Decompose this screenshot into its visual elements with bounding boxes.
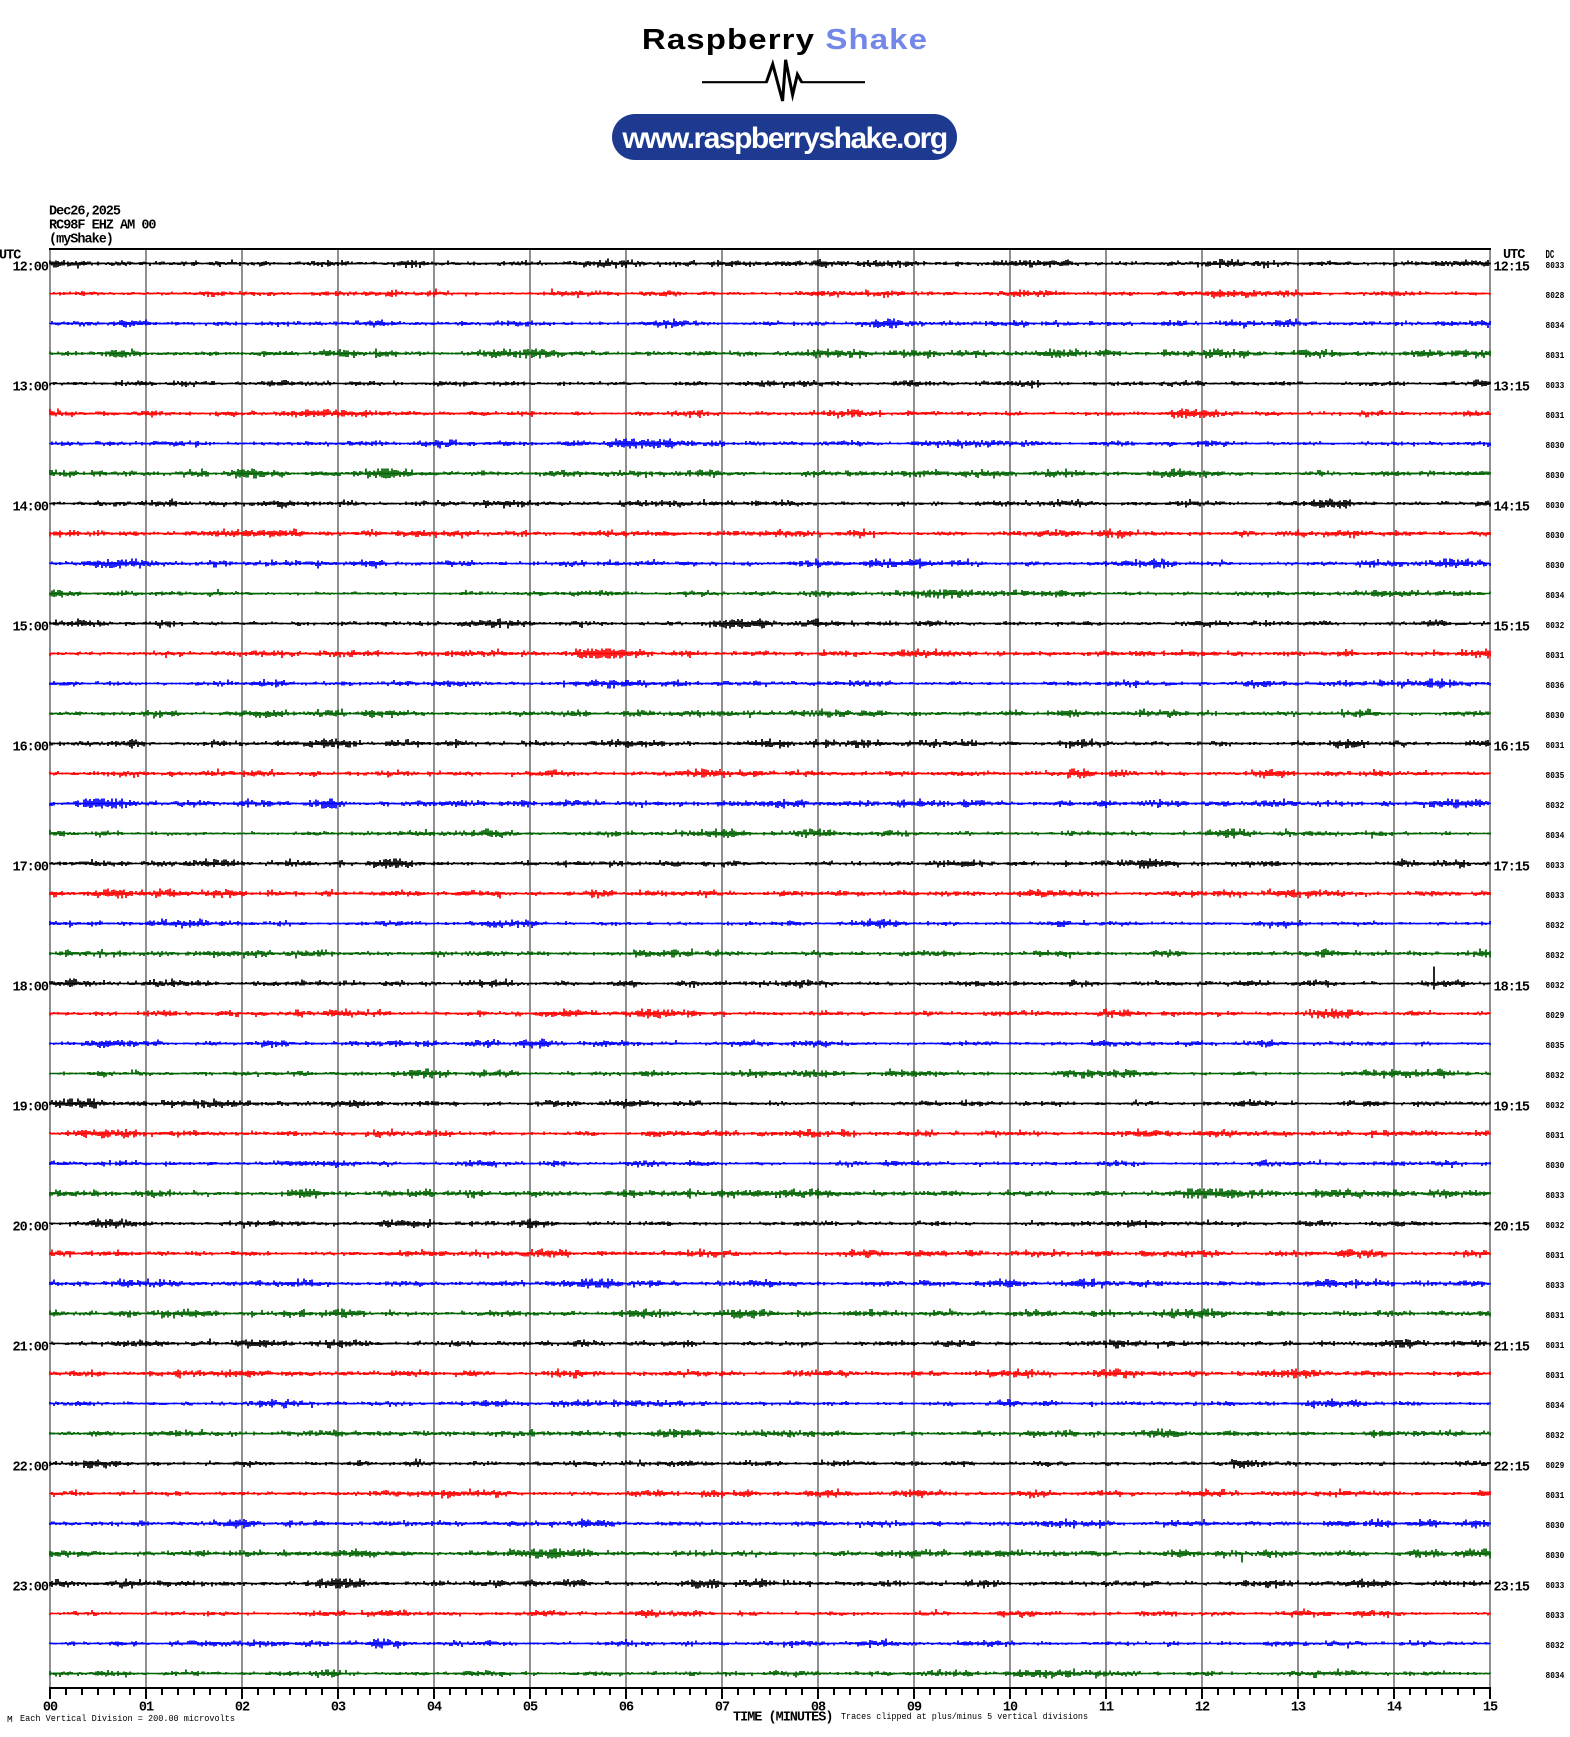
svg-text:13:15: 13:15 — [1494, 381, 1530, 396]
svg-text:15:15: 15:15 — [1494, 621, 1530, 636]
svg-text:00: 00 — [43, 1701, 58, 1716]
svg-text:20:15: 20:15 — [1494, 1221, 1530, 1236]
svg-text:8034: 8034 — [1546, 1670, 1565, 1681]
svg-text:Traces clipped at plus/minus 5: Traces clipped at plus/minus 5 vertical … — [841, 1711, 1088, 1722]
svg-text:8031: 8031 — [1546, 1340, 1565, 1351]
svg-text:8030: 8030 — [1546, 1550, 1565, 1561]
svg-text:16:15: 16:15 — [1494, 741, 1530, 756]
svg-text:17:00: 17:00 — [12, 861, 48, 876]
svg-text:12:15: 12:15 — [1494, 261, 1530, 276]
svg-text:8034: 8034 — [1546, 830, 1565, 841]
svg-text:08: 08 — [811, 1701, 826, 1716]
svg-text:23:00: 23:00 — [12, 1581, 48, 1596]
svg-text:8031: 8031 — [1546, 1370, 1565, 1381]
svg-text:8032: 8032 — [1546, 620, 1565, 631]
svg-text:8036: 8036 — [1546, 680, 1565, 691]
svg-text:13: 13 — [1291, 1701, 1306, 1716]
svg-text:15: 15 — [1483, 1701, 1498, 1716]
svg-text:8033: 8033 — [1546, 1580, 1565, 1591]
svg-text:8030: 8030 — [1546, 440, 1565, 451]
svg-text:14: 14 — [1387, 1701, 1402, 1716]
svg-text:8030: 8030 — [1546, 710, 1565, 721]
svg-text:18:15: 18:15 — [1494, 981, 1530, 996]
svg-text:8032: 8032 — [1546, 920, 1565, 931]
svg-text:18:00: 18:00 — [12, 981, 48, 996]
svg-text:M: M — [7, 1714, 13, 1725]
svg-text:14:15: 14:15 — [1494, 501, 1530, 516]
svg-text:8031: 8031 — [1546, 740, 1565, 751]
svg-text:8031: 8031 — [1546, 350, 1565, 361]
svg-text:21:00: 21:00 — [12, 1341, 48, 1356]
svg-text:8033: 8033 — [1546, 1190, 1565, 1201]
svg-text:Each Vertical Division = 200.: Each Vertical Division = 200.00 microvol… — [20, 1713, 235, 1724]
svg-text:8030: 8030 — [1546, 530, 1565, 541]
svg-text:8033: 8033 — [1546, 260, 1565, 271]
svg-text:8030: 8030 — [1546, 500, 1565, 511]
svg-text:15:00: 15:00 — [12, 621, 48, 636]
svg-text:8032: 8032 — [1546, 1220, 1565, 1231]
svg-text:10: 10 — [1003, 1701, 1018, 1716]
svg-text:8034: 8034 — [1546, 320, 1565, 331]
svg-text:8033: 8033 — [1546, 1280, 1565, 1291]
svg-text:14:00: 14:00 — [12, 501, 48, 516]
svg-text:19:00: 19:00 — [12, 1101, 48, 1116]
svg-text:06: 06 — [619, 1701, 634, 1716]
svg-text:02: 02 — [235, 1701, 250, 1716]
svg-text:23:15: 23:15 — [1494, 1581, 1530, 1596]
svg-text:12: 12 — [1195, 1701, 1210, 1716]
svg-text:21:15: 21:15 — [1494, 1341, 1530, 1356]
svg-text:8032: 8032 — [1546, 1070, 1565, 1081]
svg-text:8031: 8031 — [1546, 1310, 1565, 1321]
svg-text:17:15: 17:15 — [1494, 861, 1530, 876]
svg-text:8032: 8032 — [1546, 950, 1565, 961]
svg-text:8032: 8032 — [1546, 800, 1565, 811]
svg-text:16:00: 16:00 — [12, 741, 48, 756]
svg-text:8034: 8034 — [1546, 1400, 1565, 1411]
svg-text:09: 09 — [907, 1701, 922, 1716]
svg-text:03: 03 — [331, 1701, 346, 1716]
svg-text:8030: 8030 — [1546, 560, 1565, 571]
svg-text:8030: 8030 — [1546, 1520, 1565, 1531]
svg-text:Dec26,2025: Dec26,2025 — [49, 205, 121, 220]
svg-text:TIME (MINUTES): TIME (MINUTES) — [733, 1711, 832, 1726]
svg-text:(myShake): (myShake) — [49, 233, 113, 248]
svg-text:8028: 8028 — [1546, 290, 1565, 301]
svg-text:8035: 8035 — [1546, 770, 1565, 781]
svg-text:8031: 8031 — [1546, 650, 1565, 661]
svg-text:RC98F EHZ AM 00: RC98F EHZ AM 00 — [49, 219, 156, 234]
svg-text:8030: 8030 — [1546, 470, 1565, 481]
svg-text:8029: 8029 — [1546, 1460, 1565, 1471]
svg-text:01: 01 — [139, 1701, 154, 1716]
svg-text:8032: 8032 — [1546, 1100, 1565, 1111]
svg-text:8031: 8031 — [1546, 1490, 1565, 1501]
svg-text:22:00: 22:00 — [12, 1461, 48, 1476]
svg-text:20:00: 20:00 — [12, 1221, 48, 1236]
svg-text:8034: 8034 — [1546, 590, 1565, 601]
svg-text:8032: 8032 — [1546, 1430, 1565, 1441]
svg-text:13:00: 13:00 — [12, 381, 48, 396]
svg-text:07: 07 — [715, 1701, 730, 1716]
svg-text:8033: 8033 — [1546, 380, 1565, 391]
svg-text:8031: 8031 — [1546, 410, 1565, 421]
svg-text:12:00: 12:00 — [12, 261, 48, 276]
svg-text:DC: DC — [1546, 248, 1555, 262]
svg-text:8033: 8033 — [1546, 890, 1565, 901]
svg-text:8035: 8035 — [1546, 1040, 1565, 1051]
svg-text:UTC: UTC — [0, 249, 21, 264]
svg-text:05: 05 — [523, 1701, 538, 1716]
svg-text:8030: 8030 — [1546, 1160, 1565, 1171]
svg-text:19:15: 19:15 — [1494, 1101, 1530, 1116]
svg-text:8032: 8032 — [1546, 980, 1565, 991]
svg-text:11: 11 — [1099, 1701, 1114, 1716]
svg-text:UTC: UTC — [1503, 248, 1525, 263]
svg-text:8033: 8033 — [1546, 1610, 1565, 1621]
svg-text:8032: 8032 — [1546, 1640, 1565, 1651]
svg-text:04: 04 — [427, 1701, 442, 1716]
svg-text:8031: 8031 — [1546, 1250, 1565, 1261]
svg-text:8033: 8033 — [1546, 860, 1565, 871]
svg-text:8029: 8029 — [1546, 1010, 1565, 1021]
svg-text:8031: 8031 — [1546, 1130, 1565, 1141]
svg-text:22:15: 22:15 — [1494, 1461, 1530, 1476]
